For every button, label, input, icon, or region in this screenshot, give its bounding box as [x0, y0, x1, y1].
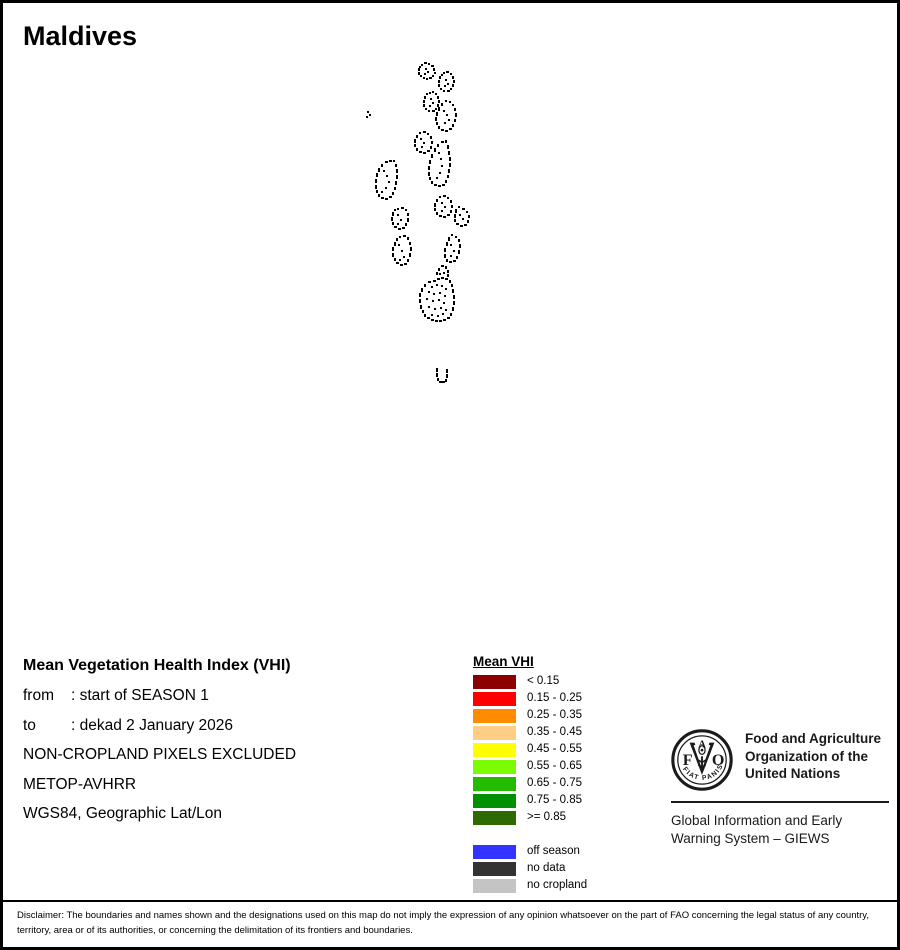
atoll-haa-alif	[418, 62, 436, 80]
info-from-value: : start of SEASON 1	[71, 687, 209, 704]
legend-special-swatch	[473, 862, 516, 876]
fao-logo-svg: F O A FIAT PANIS	[671, 729, 733, 791]
legend-class-swatch	[473, 743, 516, 757]
legend-special-label: no cropland	[527, 879, 588, 892]
atoll-haa-dhaalu	[438, 71, 455, 92]
atoll-kaafu-male	[428, 140, 451, 187]
legend-special-row[interactable]: no data	[473, 861, 587, 878]
fao-organization-name: Food and Agriculture Organization of the…	[745, 729, 881, 783]
legend-class-row[interactable]: 0.45 - 0.55	[473, 742, 587, 759]
fao-branding: F O A FIAT PANIS Food and Agriculture Or…	[671, 729, 889, 848]
fao-system-name: Global Information and Early Warning Sys…	[671, 812, 889, 848]
info-to-value: : dekad 2 January 2026	[71, 716, 234, 734]
legend-class-row[interactable]: >= 0.85	[473, 810, 587, 827]
legend-class-label: 0.25 - 0.35	[527, 709, 582, 722]
legend-special-row[interactable]: off season	[473, 844, 587, 861]
legend-special-row[interactable]: no cropland	[473, 878, 587, 895]
atoll-vaavu	[434, 195, 453, 218]
legend-class-label: 0.75 - 0.85	[527, 794, 582, 807]
atoll-addu	[436, 368, 448, 383]
legend-class-swatch	[473, 811, 516, 825]
fao-system-line-1: Global Information and Early	[671, 813, 843, 828]
info-from-key: from	[23, 687, 54, 704]
legend-class-swatch	[473, 692, 516, 706]
legend-class-row[interactable]: 0.25 - 0.35	[473, 708, 587, 725]
legend-class-row[interactable]: 0.35 - 0.45	[473, 725, 587, 742]
legend-class-swatch	[473, 760, 516, 774]
legend-class-label: 0.55 - 0.65	[527, 760, 582, 773]
info-exclusion-note: NON-CROPLAND PIXELS EXCLUDED	[23, 746, 297, 763]
legend-class-row[interactable]: 0.15 - 0.25	[473, 691, 587, 708]
map-canvas[interactable]	[333, 48, 583, 628]
atoll-specks-west-1	[366, 111, 371, 118]
fao-org-line-2: Organization of the	[745, 748, 868, 764]
map-legend: Mean VHI < 0.15 0.15 - 0.25 0.25 - 0.35 0.3…	[473, 655, 587, 895]
legend-class-row[interactable]: 0.65 - 0.75	[473, 776, 587, 793]
legend-title: Mean VHI	[473, 654, 534, 669]
legend-class-label: 0.35 - 0.45	[527, 726, 582, 739]
atoll-baa-lhaviyani	[414, 131, 433, 154]
legend-class-swatch	[473, 777, 516, 791]
legend-class-swatch	[473, 675, 516, 689]
svg-text:O: O	[712, 752, 725, 769]
info-to-row: to : dekad 2 January 2026	[23, 716, 443, 734]
svg-text:F: F	[683, 752, 693, 769]
legend-class-swatch	[473, 794, 516, 808]
map-info-block: Mean Vegetation Health Index (VHI) from:…	[23, 658, 443, 836]
legend-class-label: 0.65 - 0.75	[527, 777, 582, 790]
fao-org-line-3: United Nations	[745, 766, 841, 782]
atoll-noonu-raa	[435, 100, 457, 132]
atoll-shaviyani	[423, 91, 440, 112]
legend-special-swatch	[473, 845, 516, 859]
info-projection: WGS84, Geographic Lat/Lon	[23, 805, 223, 822]
disclaimer-text: Disclaimer: The boundaries and names sho…	[17, 910, 869, 936]
legend-special-label: no data	[527, 862, 566, 875]
maldives-outline-svg	[366, 62, 470, 383]
legend-class-label: >= 0.85	[527, 811, 567, 824]
atoll-huvadhu	[419, 265, 455, 322]
info-heading: Mean Vegetation Health Index (VHI)	[23, 657, 291, 674]
legend-class-swatch	[473, 709, 516, 723]
page-title: Maldives	[23, 21, 138, 51]
legend-special-list: off season no data no cropland	[473, 844, 587, 895]
legend-special-label: off season	[527, 845, 580, 858]
fao-logo: F O A FIAT PANIS	[671, 729, 733, 791]
legend-spacer	[473, 827, 587, 844]
legend-class-swatch	[473, 726, 516, 740]
atoll-thaa	[392, 235, 412, 266]
atoll-outlines	[366, 62, 470, 383]
legend-special-swatch	[473, 879, 516, 893]
info-sensor: METOP-AVHRR	[23, 775, 137, 793]
atoll-meemu	[454, 206, 470, 227]
svg-text:A: A	[698, 740, 706, 751]
legend-class-list: < 0.15 0.15 - 0.25 0.25 - 0.35 0.35 - 0.45 0…	[473, 674, 587, 827]
fao-top-row: F O A FIAT PANIS Food and Agriculture Or…	[671, 729, 889, 791]
legend-class-label: 0.15 - 0.25	[527, 692, 582, 705]
legend-class-row[interactable]: 0.75 - 0.85	[473, 793, 587, 810]
legend-class-row[interactable]: < 0.15	[473, 674, 587, 691]
fao-system-line-2: Warning System – GIEWS	[671, 831, 830, 847]
fao-divider	[671, 801, 889, 803]
disclaimer-divider	[3, 900, 897, 902]
legend-class-row[interactable]: 0.55 - 0.65	[473, 759, 587, 776]
info-from-row: from : start of SEASON 1	[23, 688, 443, 704]
info-to-key: to	[23, 716, 36, 734]
atoll-ari	[375, 160, 398, 200]
legend-class-label: 0.45 - 0.55	[527, 743, 582, 756]
atoll-laamu	[444, 234, 461, 263]
fao-org-line-1: Food and Agriculture	[745, 731, 881, 746]
legend-class-label: < 0.15	[527, 675, 560, 688]
atoll-dhaalu	[391, 207, 409, 230]
